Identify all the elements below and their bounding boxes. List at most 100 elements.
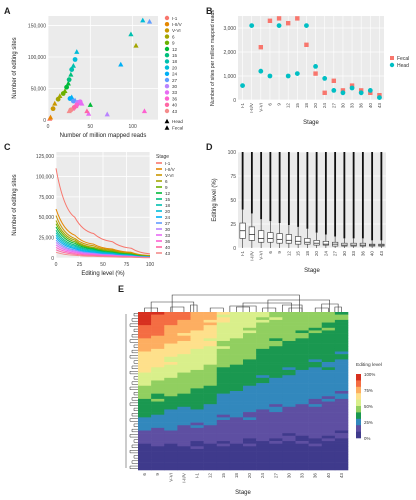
heatmap-cell (269, 396, 283, 400)
heatmap-cell (138, 406, 152, 410)
heatmap-cell (164, 391, 178, 394)
heatmap-cell (138, 322, 152, 326)
heatmap-cell (190, 385, 204, 389)
heatmap-cell (256, 462, 270, 466)
heatmap-cell (295, 435, 309, 439)
heatmap-cell (138, 362, 152, 365)
x-axis-label: Stage (304, 268, 320, 274)
heatmap-cell (229, 340, 244, 344)
heatmap-cell (282, 314, 296, 318)
heatmap-cell (190, 433, 204, 437)
data-point (104, 111, 110, 117)
heatmap-cell (269, 412, 283, 415)
heatmap-cell (256, 380, 270, 384)
dendrogram-branch (129, 418, 138, 422)
heatmap-cell (256, 425, 270, 429)
panel-c-line-chart: 0 25 50 75 100 0 25,000 50,000 75,000 100,000 125,… (12, 152, 176, 277)
heatmap-cell (203, 443, 218, 447)
column-dendrogram (144, 294, 342, 312)
heatmap-cell (190, 462, 204, 466)
heatmap-cell (151, 430, 165, 434)
heatmap-cell (164, 459, 178, 463)
heatmap-cell (138, 448, 152, 452)
heatmap-cell (216, 385, 231, 389)
heatmap-cell (269, 330, 283, 334)
heatmap-cell (203, 406, 218, 410)
dendrogram-branch (131, 318, 138, 322)
heatmap-cell (190, 459, 204, 463)
heatmap-cell (243, 317, 257, 321)
heatmap-cell (177, 391, 191, 394)
heatmap-cell (295, 359, 309, 363)
heatmap-cell (151, 462, 165, 466)
heatmap-cell (229, 396, 244, 400)
heatmap-cell (243, 467, 257, 471)
heatmap-cell (164, 359, 178, 363)
heatmap-cell (282, 338, 296, 342)
dendrogram-branch (321, 303, 339, 312)
heatmap-cell (243, 388, 257, 392)
heatmap-cell (164, 369, 178, 373)
heatmap-cell (190, 414, 204, 418)
heatmap-cell (282, 430, 296, 434)
heatmap-cell (256, 435, 270, 439)
heatmap-cell (203, 325, 218, 329)
heatmap-cell (216, 346, 231, 350)
heatmap-cell (190, 312, 204, 315)
heatmap-cell (151, 356, 165, 360)
dendrogram-branch (131, 413, 138, 417)
heatmap-cell (229, 351, 244, 355)
x-tick-label: 9 (277, 103, 282, 106)
heatmap-cell (321, 448, 336, 452)
heatmap-cell (229, 419, 244, 423)
heatmap-cell (138, 401, 152, 405)
heatmap-cell (321, 346, 336, 350)
heatmap-cell (190, 369, 204, 373)
heatmap-cell (203, 369, 218, 373)
heatmap-cell (243, 333, 257, 336)
heatmap-cell (308, 396, 323, 400)
heatmap-cell (321, 456, 336, 460)
heatmap-cell (269, 385, 283, 389)
heatmap-cell (308, 448, 323, 452)
heatmap-cell (151, 359, 165, 363)
heatmap-cell (190, 319, 204, 323)
data-point (358, 88, 364, 93)
heatmap-cell (138, 409, 152, 413)
x-tick-label: 43 (377, 103, 382, 109)
heatmap-cell (151, 367, 165, 371)
heatmap-cell (243, 451, 257, 455)
dendrogram-branch (133, 392, 138, 396)
heatmap-cell (321, 383, 336, 387)
heatmap-cell (164, 464, 178, 468)
heatmap-cell (190, 412, 204, 415)
heatmap-cell (321, 335, 336, 339)
heatmap-cell (321, 314, 336, 318)
data-point (294, 71, 300, 76)
heatmap-cell (243, 330, 257, 334)
heatmap-cell (321, 372, 336, 376)
heatmap-cell (321, 427, 336, 431)
heatmap-cell (334, 356, 349, 360)
x-tick-label: I-II/V (249, 102, 254, 113)
data-point (258, 45, 264, 50)
heatmap-cell (308, 380, 323, 384)
legend-swatch (164, 15, 170, 21)
colorbar-segment (356, 406, 361, 413)
heatmap-cell (229, 330, 244, 334)
heatmap-cell (243, 446, 257, 450)
legend-label: 30 (172, 84, 178, 89)
heatmap-cell (295, 388, 309, 392)
legend-swatch (164, 65, 170, 70)
heatmap-cell (190, 351, 204, 355)
heatmap-cell (256, 448, 270, 452)
heatmap-cell (138, 412, 152, 415)
heatmap-cell (203, 438, 218, 442)
heatmap-cell (256, 319, 270, 323)
heatmap-cell (203, 354, 218, 358)
heatmap-cell (164, 372, 178, 376)
heatmap-cell (243, 441, 257, 444)
heatmap-cell (177, 454, 191, 458)
heatmap-cell (164, 396, 178, 400)
heatmap-cell (216, 359, 231, 363)
